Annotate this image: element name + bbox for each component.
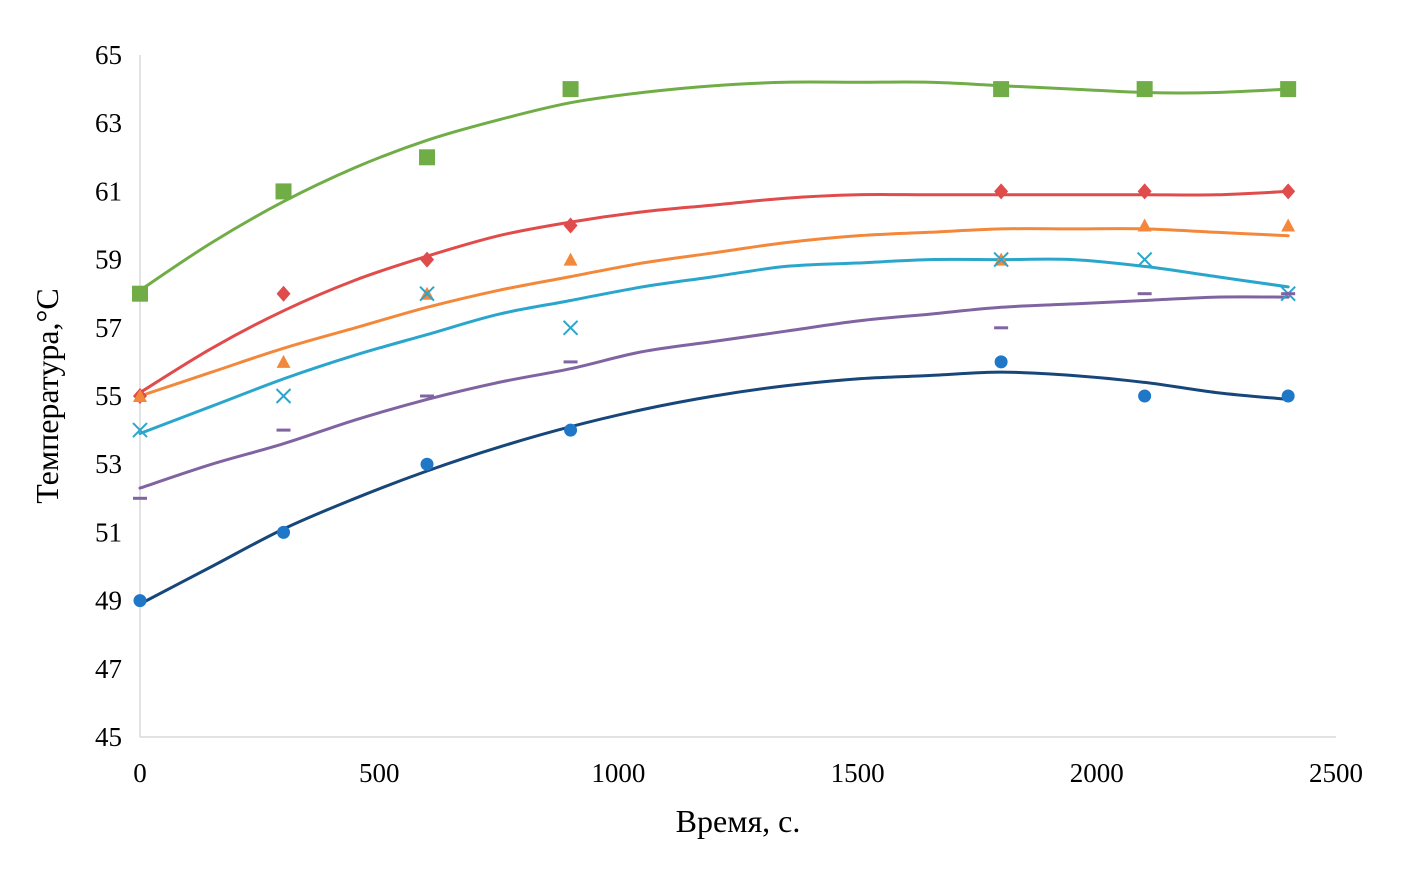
y-tick-labels: 45 47 49 51 53 55 57 59 61 63 65 [95, 40, 122, 752]
data-point-series-5 [420, 394, 435, 398]
data-point-series-4 [1136, 251, 1153, 268]
data-point-series-1 [1136, 81, 1153, 98]
x-tick-label: 500 [359, 758, 400, 788]
data-point-series-3 [1281, 218, 1296, 232]
data-point-series-3 [276, 354, 291, 368]
data-point-series-4 [419, 285, 435, 302]
data-point-series-5 [994, 326, 1009, 330]
trend-line-series-3 [138, 227, 1290, 398]
data-point-series-1 [562, 81, 579, 98]
y-tick-label: 55 [95, 381, 122, 411]
data-point-series-4 [275, 388, 292, 404]
data-point-series-1 [275, 183, 292, 200]
trend-line-series-1 [138, 80, 1290, 292]
y-tick-label: 59 [95, 245, 122, 275]
data-point-series-6 [420, 457, 434, 471]
x-tick-label: 0 [133, 758, 147, 788]
data-point-series-2 [276, 285, 291, 302]
x-tick-label: 2500 [1309, 758, 1363, 788]
y-tick-label: 61 [95, 176, 122, 206]
data-point-series-1 [419, 149, 436, 166]
data-markers [132, 81, 1297, 608]
x-tick-label: 1000 [591, 758, 645, 788]
trend-line-series-6 [138, 370, 1290, 606]
data-point-series-4 [562, 320, 579, 336]
data-point-series-6 [277, 525, 291, 539]
data-point-series-1 [132, 285, 148, 302]
data-point-series-5 [133, 496, 147, 500]
data-point-series-6 [1281, 389, 1295, 403]
y-tick-label: 45 [95, 722, 122, 752]
data-point-series-5 [563, 360, 578, 364]
y-tick-label: 65 [95, 40, 122, 70]
x-tick-label: 2000 [1070, 758, 1124, 788]
data-point-series-3 [133, 389, 147, 402]
trend-line-series-4 [138, 257, 1290, 435]
data-point-series-2 [1281, 183, 1296, 200]
x-tick-label: 1500 [831, 758, 885, 788]
trend-line-series-2 [138, 189, 1290, 395]
data-point-series-5 [1137, 292, 1152, 296]
data-point-series-4 [993, 251, 1009, 268]
data-point-series-3 [563, 252, 578, 266]
y-tick-label: 51 [95, 517, 122, 547]
y-tick-label: 47 [95, 654, 122, 684]
data-point-series-6 [1138, 389, 1152, 403]
data-point-series-1 [1280, 81, 1297, 98]
data-point-series-5 [1281, 292, 1296, 296]
y-tick-label: 57 [95, 313, 122, 343]
data-point-series-5 [276, 428, 291, 432]
y-tick-label: 49 [95, 586, 122, 616]
trend-lines [138, 80, 1290, 606]
trend-line-series-5 [138, 295, 1290, 490]
data-point-series-6 [994, 355, 1008, 369]
data-point-series-2 [994, 183, 1009, 200]
data-point-series-3 [1137, 218, 1152, 232]
data-point-series-4 [132, 422, 148, 438]
y-axis-title: Температура,°С [29, 288, 65, 503]
data-point-series-2 [420, 251, 435, 268]
data-point-series-6 [133, 594, 147, 608]
y-tick-label: 63 [95, 108, 122, 138]
x-axis-title: Время, с. [676, 803, 801, 839]
axes [139, 55, 1336, 738]
data-point-series-1 [993, 81, 1010, 98]
data-point-series-6 [564, 423, 578, 437]
data-point-series-2 [1137, 183, 1152, 200]
x-tick-labels: 0 500 1000 1500 2000 2500 [133, 758, 1363, 788]
y-tick-label: 53 [95, 449, 122, 479]
data-point-series-2 [563, 217, 578, 234]
